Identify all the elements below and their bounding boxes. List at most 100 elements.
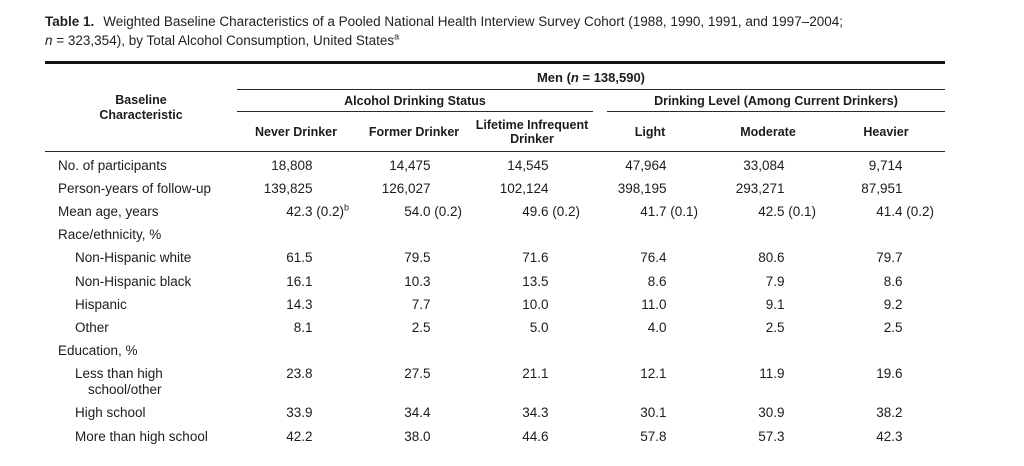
- cell-value: 61.5: [286, 250, 313, 266]
- cell-value: 30.9: [758, 405, 785, 421]
- group-header-drinking-level: Drinking Level (Among Current Drinkers): [607, 90, 945, 112]
- row-label: Other: [75, 319, 109, 335]
- caption-text-2: = 323,354), by Total Alcohol Consumption…: [52, 32, 395, 48]
- cell-value: 14,475: [389, 157, 431, 173]
- cell-value: 30.1: [640, 405, 667, 421]
- cell-value: 33.9: [286, 405, 313, 421]
- caption-text: Weighted Baseline Characteristics of a P…: [103, 14, 843, 29]
- cell-value: 2.5: [411, 319, 431, 335]
- row-label: Less than high school/other: [75, 366, 163, 398]
- cell-value: 38.2: [876, 405, 903, 421]
- cell-value: 41.7 (0.1): [640, 203, 699, 219]
- cell-value: 23.8: [286, 366, 313, 382]
- table-row: More than high school 42.2 38.0 44.6 57.8 57.…: [45, 425, 945, 448]
- cell-value: 13.5: [522, 273, 549, 289]
- cell-value: 34.4: [404, 405, 431, 421]
- row-label: Non-Hispanic black: [75, 273, 192, 289]
- group-rule-gap: [593, 90, 607, 112]
- cell-value: 7.7: [411, 296, 431, 312]
- men-span-header: Men (n = 138,590): [536, 70, 646, 85]
- row-label: Mean age, years: [58, 203, 159, 219]
- cell-value: 57.3: [758, 428, 785, 444]
- row-label: No. of participants: [58, 157, 167, 173]
- cell-value: 10.0: [522, 296, 549, 312]
- row-label: High school: [75, 405, 146, 421]
- cell-value: 9.2: [883, 296, 903, 312]
- column-header-heavier: Heavier: [863, 124, 909, 139]
- cell-value: 42.3: [876, 428, 903, 444]
- cell-value: 79.5: [404, 250, 431, 266]
- cell-value: 57.8: [640, 428, 667, 444]
- cell-value: 398,195: [617, 180, 667, 196]
- column-header-lifetime-infrequent-drinker: Lifetime Infrequent Drinker: [475, 117, 589, 146]
- column-header-former-drinker: Former Drinker: [368, 124, 460, 139]
- caption-footnote-a: a: [394, 31, 400, 41]
- cell-value: 18,808: [271, 157, 313, 173]
- table-row: Non-Hispanic black 16.1 10.3 13.5 8.6 7.9 8.6: [45, 270, 945, 293]
- cell-value: 2.5: [765, 319, 785, 335]
- caption-italic-n: n: [45, 32, 53, 48]
- row-label: Race/ethnicity, %: [58, 227, 162, 243]
- cell-value: 42.3 (0.2)b: [286, 202, 350, 219]
- group-header-alcohol-drinking-status: Alcohol Drinking Status: [237, 90, 593, 112]
- cell-value: 34.3: [522, 405, 549, 421]
- table-row: Less than high school/other 23.8 27.5 21.1 1…: [45, 363, 945, 402]
- table-caption: Table 1. Weighted Baseline Characteristic…: [45, 13, 945, 50]
- table-row: Race/ethnicity, %: [45, 224, 945, 247]
- column-header-never-drinker: Never Drinker: [255, 124, 337, 139]
- cell-value: 126,027: [381, 180, 431, 196]
- cell-value: 44.6: [522, 428, 549, 444]
- cell-value: 87,951: [861, 180, 903, 196]
- cell-value: 12.1: [640, 366, 667, 382]
- cell-value: 102,124: [499, 180, 549, 196]
- row-label: Education, %: [58, 343, 138, 359]
- cell-value: 80.6: [758, 250, 785, 266]
- cell-value: 79.7: [876, 250, 903, 266]
- cell-value: 42.5 (0.1): [758, 203, 817, 219]
- italic-n: n: [570, 70, 579, 85]
- cell-value: 38.0: [404, 428, 431, 444]
- cell-value: 41.4 (0.2): [876, 203, 935, 219]
- caption-line-2: n = 323,354), by Total Alcohol Consumpti…: [45, 32, 945, 51]
- cell-value: 14,545: [507, 157, 549, 173]
- top-rule: [45, 61, 945, 64]
- table-body: No. of participants 18,808 14,475 14,545 47,…: [45, 152, 945, 448]
- table-row: Hispanic 14.3 7.7 10.0 11.0 9.1 9.2: [45, 293, 945, 316]
- cell-value: 71.6: [522, 250, 549, 266]
- column-header-light: Light: [634, 124, 666, 139]
- caption-label: Table 1.: [45, 14, 95, 29]
- cell-value: 2.5: [883, 319, 903, 335]
- table-row: Non-Hispanic white 61.5 79.5 71.6 76.4 80.6 79…: [45, 247, 945, 270]
- cell-value: 19.6: [876, 366, 903, 382]
- cell-value: 11.0: [641, 296, 667, 312]
- table-row: Other 8.1 2.5 5.0 4.0 2.5 2.5: [45, 316, 945, 339]
- cell-value: 14.3: [286, 296, 313, 312]
- cell-value: 8.1: [293, 319, 313, 335]
- cell-value: 76.4: [640, 250, 667, 266]
- caption-line-1: Table 1. Weighted Baseline Characteristic…: [45, 13, 945, 32]
- row-label: More than high school: [75, 428, 208, 444]
- cell-value: 11.9: [759, 366, 785, 382]
- table-row: Person-years of follow-up 139,825 126,027 1…: [45, 177, 945, 200]
- cell-value: 9.1: [765, 296, 785, 312]
- cell-value: 9,714: [868, 157, 903, 173]
- cell-value: 139,825: [263, 180, 313, 196]
- table-header: Baseline Characteristic Men (n = 138,590…: [45, 64, 945, 151]
- cell-value: 293,271: [735, 180, 785, 196]
- table-row: No. of participants 18,808 14,475 14,545 47,…: [45, 154, 945, 177]
- cell-value: 49.6 (0.2): [522, 203, 581, 219]
- table: Baseline Characteristic Men (n = 138,590…: [45, 61, 945, 448]
- cell-value: 7.9: [765, 273, 785, 289]
- baseline-characteristic-header: Baseline Characteristic: [99, 92, 183, 122]
- table-row: High school 33.9 34.4 34.3 30.1 30.9 38.2: [45, 402, 945, 425]
- cell-value: 10.3: [404, 273, 431, 289]
- cell-value: 4.0: [647, 319, 667, 335]
- row-label: Hispanic: [75, 296, 127, 312]
- cell-value: 8.6: [647, 273, 667, 289]
- cell-value: 16.1: [286, 273, 313, 289]
- header-bottom-rule: [45, 151, 945, 152]
- cell-value: 42.2: [286, 428, 313, 444]
- cell-value: 27.5: [404, 366, 431, 382]
- cell-value: 33,084: [743, 157, 785, 173]
